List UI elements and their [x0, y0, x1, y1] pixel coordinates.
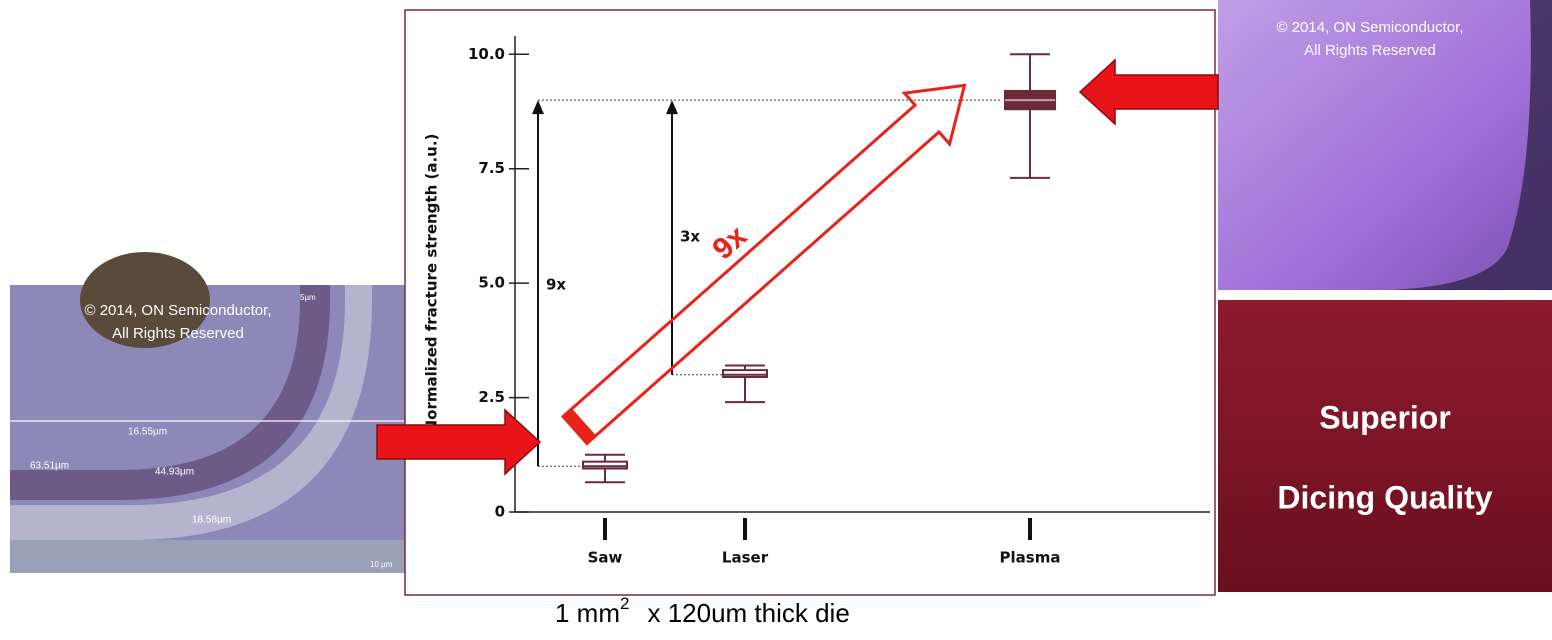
- caption: 1 mm2 x 120um thick die: [555, 594, 850, 627]
- scale-label: 5µm: [300, 293, 316, 302]
- y-tick-label: 2.5: [478, 388, 505, 406]
- y-tick-label: 7.5: [478, 159, 505, 177]
- highlight-outline: [560, 83, 967, 446]
- y-tick-label: 5.0: [478, 274, 505, 292]
- panel-text: Superior: [1319, 399, 1451, 435]
- measure-label: 63.51µm: [30, 461, 69, 472]
- copyright: © 2014, ON Semiconductor,: [1277, 19, 1464, 36]
- panel: [1218, 300, 1552, 592]
- pointer-arrow: [1078, 58, 1219, 126]
- caption-text: 1 mm: [555, 598, 620, 628]
- arrow-head: [532, 100, 544, 115]
- caption-sup: 2: [620, 594, 629, 613]
- panel-text: Dicing Quality: [1277, 479, 1492, 515]
- die-edge: [1390, 0, 1552, 290]
- caption-text: x 120um thick die: [647, 598, 849, 628]
- scale-label: 10 µm: [370, 560, 393, 569]
- measure-label: 18.58µm: [192, 515, 231, 526]
- measure-label: 16.55µm: [128, 427, 167, 438]
- micrograph: [10, 252, 406, 573]
- box: [722, 369, 768, 378]
- box: [582, 460, 628, 470]
- die-image: [1218, 0, 1552, 290]
- x-tick-label: Laser: [722, 549, 769, 567]
- y-tick-label: 0: [495, 503, 505, 521]
- rights: All Rights Reserved: [1304, 42, 1436, 59]
- measure-label: 44.93µm: [155, 467, 194, 478]
- copyright: © 2014, ON Semiconductor,: [85, 302, 272, 319]
- annotation-label: 3x: [680, 228, 700, 246]
- y-tick-label: 10.0: [468, 45, 505, 63]
- annotation-label: 9x: [546, 276, 566, 294]
- x-tick-label: Saw: [588, 549, 623, 567]
- x-tick-label: Plasma: [1000, 549, 1061, 567]
- pointer-arrow: [376, 408, 542, 476]
- highlight-base: [563, 408, 596, 444]
- arrow-head: [666, 100, 678, 115]
- y-axis-label: Normalized fracture strength (a.u.): [423, 134, 441, 433]
- rights: All Rights Reserved: [112, 325, 244, 342]
